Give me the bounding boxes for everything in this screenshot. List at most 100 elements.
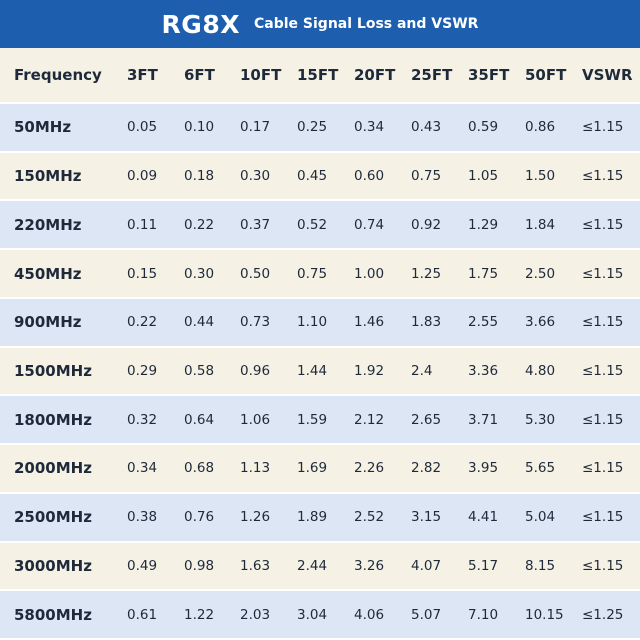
table-cell: 0.29	[127, 362, 158, 379]
table-cell: 0.61	[127, 606, 158, 623]
table-row: 900MHz 0.22 0.44 0.73 1.10 1.46 1.83 2.55 3.66 ≤1…	[0, 298, 640, 346]
table-cell: 0.38	[127, 509, 158, 526]
table-cell: ≤1.15	[582, 265, 624, 282]
table-cell: 0.92	[411, 216, 442, 233]
table-cell: 0.68	[184, 460, 215, 477]
row-label: 2500MHz	[14, 508, 92, 527]
table-cell: 0.32	[127, 411, 158, 428]
table-row: 2000MHz 0.34 0.68 1.13 1.69 2.26 2.82 3.95 5.65 ≤…	[0, 445, 640, 492]
table-cell: 0.15	[127, 265, 158, 282]
column-header: 10FT	[240, 66, 282, 84]
table-cell: 3.04	[297, 606, 328, 623]
table-cell: ≤1.15	[582, 509, 624, 526]
row-label: 2000MHz	[14, 459, 92, 478]
table-cell: 0.60	[354, 168, 385, 185]
table-cell: 0.10	[184, 119, 215, 136]
table-cell: 2.26	[354, 460, 385, 477]
table-cell: 0.18	[184, 168, 215, 185]
table-row: 3000MHz 0.49 0.98 1.63 2.44 3.26 4.07 5.17 8.15 ≤…	[0, 542, 640, 590]
table-cell: 0.49	[127, 557, 158, 574]
table-cell: 0.43	[411, 119, 442, 136]
row-label: 1800MHz	[14, 410, 92, 429]
subtitle: Cable Signal Loss and VSWR	[254, 16, 479, 32]
table-cell: 5.04	[525, 509, 556, 526]
table-cell: 0.44	[184, 314, 215, 331]
table-cell: 0.86	[525, 119, 556, 136]
table-cell: 3.36	[468, 362, 499, 379]
table-cell: 1.83	[411, 314, 442, 331]
table-cell: 1.05	[468, 168, 499, 185]
table-cell: 1.10	[297, 314, 328, 331]
table-cell: 1.00	[354, 265, 385, 282]
table-cell: 4.07	[411, 557, 442, 574]
table-cell: 2.50	[525, 265, 556, 282]
table-cell: 2.4	[411, 362, 433, 379]
table-cell: 2.44	[297, 557, 328, 574]
column-header: 3FT	[127, 66, 158, 84]
table-row: 450MHz 0.15 0.30 0.50 0.75 1.00 1.25 1.75 2.50 ≤1…	[0, 250, 640, 297]
row-label: 150MHz	[14, 167, 82, 186]
table-row: 1500MHz 0.29 0.58 0.96 1.44 1.92 2.4 3.36 4.80 ≤1…	[0, 347, 640, 395]
table-cell: 4.41	[468, 509, 499, 526]
table-cell: 0.45	[297, 168, 328, 185]
table-cell: 0.76	[184, 509, 215, 526]
table-cell: ≤1.15	[582, 168, 624, 185]
table-cell: 3.15	[411, 509, 442, 526]
table-cell: 1.69	[297, 460, 328, 477]
table-cell: 0.50	[240, 265, 271, 282]
table-cell: 1.13	[240, 460, 271, 477]
table-cell: 0.52	[297, 216, 328, 233]
table-cell: 0.30	[240, 168, 271, 185]
table-row: 50MHz 0.05 0.10 0.17 0.25 0.34 0.43 0.59 0.86 ≤1.…	[0, 104, 640, 151]
table-cell: 2.65	[411, 411, 442, 428]
table-cell: 0.59	[468, 119, 499, 136]
table-cell: ≤1.15	[582, 119, 624, 136]
table-cell: ≤1.25	[582, 606, 624, 623]
table-cell: 0.09	[127, 168, 158, 185]
table-cell: 1.50	[525, 168, 556, 185]
column-header: VSWR	[582, 66, 633, 84]
table-cell: 5.17	[468, 557, 499, 574]
table-cell: ≤1.15	[582, 216, 624, 233]
table-cell: 1.25	[411, 265, 442, 282]
table-cell: 1.92	[354, 362, 385, 379]
table-row: 2500MHz 0.38 0.76 1.26 1.89 2.52 3.15 4.41 5.04 ≤…	[0, 493, 640, 541]
table-cell: 1.46	[354, 314, 385, 331]
table-cell: 0.05	[127, 119, 158, 136]
table-cell: 0.96	[240, 362, 271, 379]
table-cell: 0.30	[184, 265, 215, 282]
table-cell: 3.71	[468, 411, 499, 428]
column-header: 25FT	[411, 66, 453, 84]
table-cell: ≤1.15	[582, 460, 624, 477]
table-cell: 1.84	[525, 216, 556, 233]
table-cell: ≤1.15	[582, 362, 624, 379]
table-cell: 1.63	[240, 557, 271, 574]
table-cell: 3.26	[354, 557, 385, 574]
header-row: Frequency 3FT 6FT 10FT 15FT 20FT 25FT 35FT 50FT V…	[0, 48, 640, 102]
row-label: 3000MHz	[14, 556, 92, 575]
table-row: 220MHz 0.11 0.22 0.37 0.52 0.74 0.92 1.29 1.84 ≤1…	[0, 201, 640, 249]
table-cell: 3.95	[468, 460, 499, 477]
table-row: 5800MHz 0.61 1.22 2.03 3.04 4.06 5.07 7.10 10.15…	[0, 591, 640, 638]
table-cell: 0.11	[127, 216, 158, 233]
row-label: 5800MHz	[14, 605, 92, 624]
table-cell: 0.74	[354, 216, 385, 233]
row-label: 220MHz	[14, 215, 82, 234]
row-label: 50MHz	[14, 118, 72, 137]
column-header: 50FT	[525, 66, 567, 84]
table-cell: 5.30	[525, 411, 556, 428]
table-cell: 8.15	[525, 557, 556, 574]
table-cell: 1.06	[240, 411, 271, 428]
table-cell: 3.66	[525, 314, 556, 331]
table-cell: 0.75	[411, 168, 442, 185]
table-cell: 4.06	[354, 606, 385, 623]
row-label: 450MHz	[14, 264, 82, 283]
table-cell: 1.44	[297, 362, 328, 379]
table-cell: 1.89	[297, 509, 328, 526]
column-header: 6FT	[184, 66, 215, 84]
table-cell: 0.58	[184, 362, 215, 379]
column-header: 20FT	[354, 66, 396, 84]
table-cell: 5.65	[525, 460, 556, 477]
table-cell: 0.17	[240, 119, 271, 136]
